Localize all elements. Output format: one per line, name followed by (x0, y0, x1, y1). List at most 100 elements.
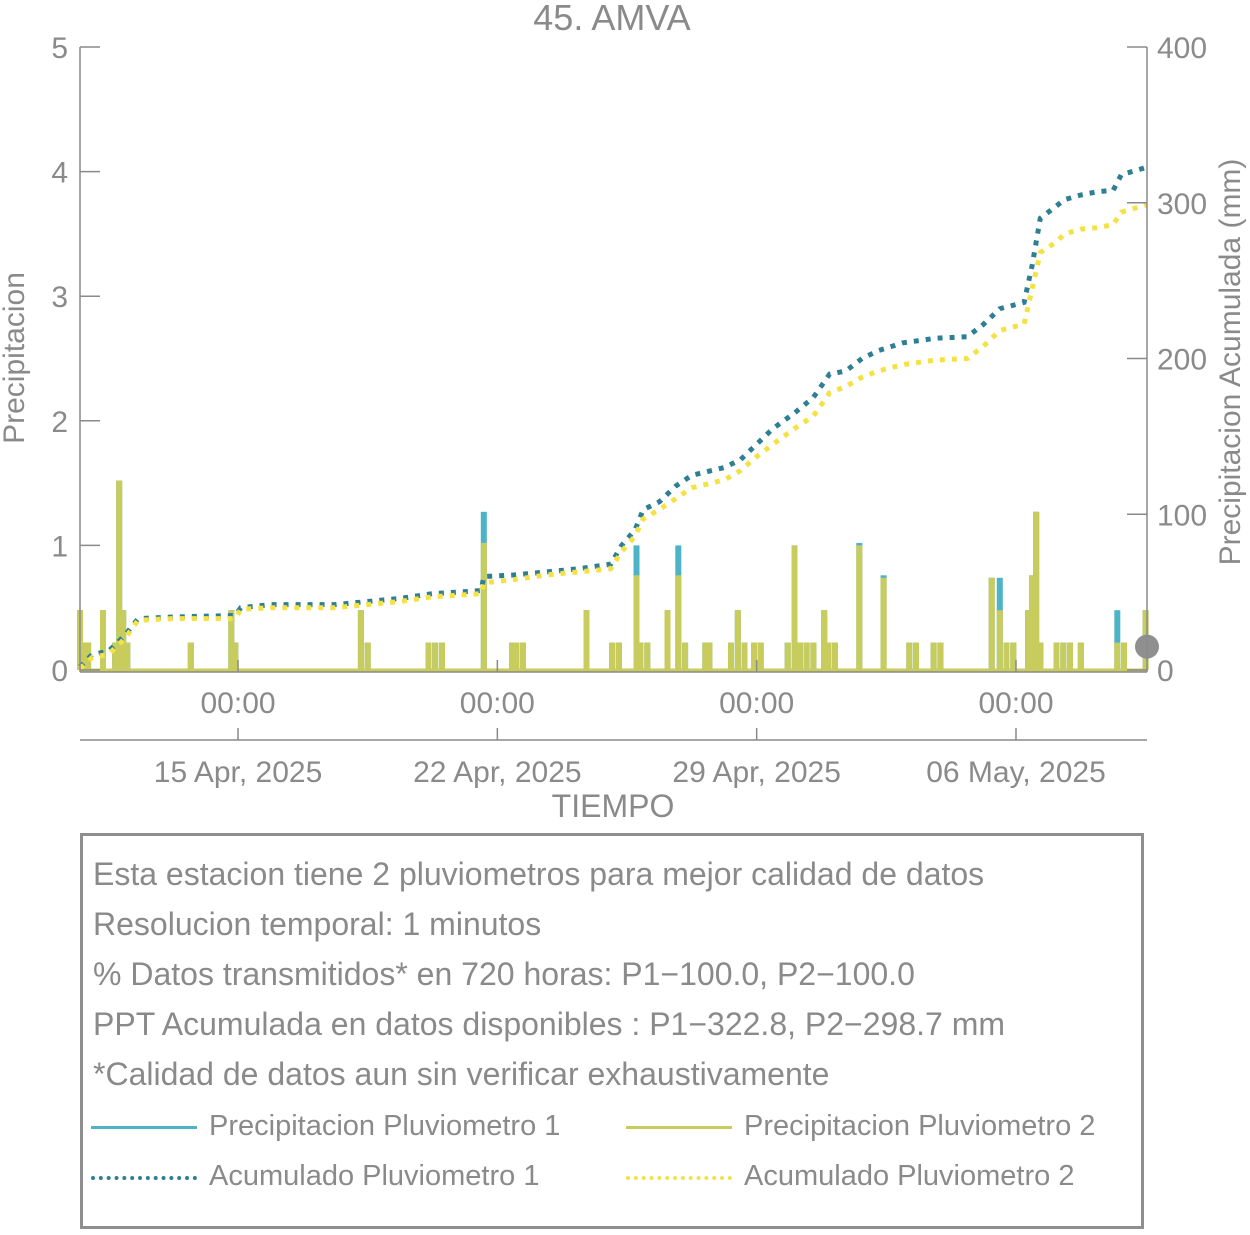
bar-p2-17 (509, 642, 516, 670)
bar-p2-62 (1114, 642, 1121, 670)
bar-p2-28 (682, 642, 689, 670)
bar-p2-60 (1067, 642, 1073, 670)
x-tick-date-0: 15 Apr, 2025 (154, 756, 323, 789)
y-tick-label-5: 5 (51, 32, 68, 65)
bar-p2-4 (112, 642, 119, 670)
bar-p2-49 (937, 642, 944, 670)
bar-p2-24 (637, 642, 644, 670)
y-tick-label-1: 1 (51, 530, 68, 563)
bar-p2-38 (796, 642, 803, 670)
bar-p2-56 (1033, 511, 1040, 670)
x-tick-date-1: 22 Apr, 2025 (413, 756, 582, 789)
bar-p2-7 (124, 642, 131, 670)
info-line-accumulated: PPT Acumulada en datos disponibles : P1−… (93, 1006, 1005, 1042)
bar-p2-36 (784, 642, 791, 670)
y-tick-label-3: 3 (51, 281, 68, 314)
legend-label-acc1: Acumulado Pluviometro 1 (209, 1160, 540, 1192)
bar-p1-62 (1114, 610, 1121, 670)
y2-tick-label-3: 300 (1157, 188, 1207, 221)
bar-p2-22 (615, 642, 622, 670)
bar-p2-55 (1029, 575, 1036, 670)
bar-p2-44 (856, 545, 863, 670)
x-tick-time-2: 00:00 (719, 687, 794, 720)
series-acc2-line (78, 202, 1148, 671)
x-tick-date-3: 06 May, 2025 (926, 756, 1106, 789)
series-p1-bars (77, 480, 1149, 670)
bar-p2-39 (803, 642, 810, 670)
bar-p2-63 (1121, 642, 1127, 670)
info-line-stations: Esta estacion tiene 2 pluviometros para … (93, 856, 985, 892)
info-line-transmitted: % Datos transmitidos* en 720 horas: P1−1… (93, 956, 915, 992)
bar-p2-10 (232, 642, 239, 670)
bar-p2-11 (357, 610, 364, 670)
bar-p2-54 (1025, 610, 1032, 670)
bar-p2-9 (228, 610, 235, 670)
bar-p2-61 (1077, 642, 1084, 670)
acc1-path (78, 164, 1148, 669)
bar-p2-47 (913, 642, 919, 670)
bar-p2-51 (996, 610, 1003, 670)
y2-tick-label-2: 200 (1157, 344, 1207, 377)
bar-p2-3 (100, 610, 106, 670)
bar-p2-40 (810, 642, 817, 670)
bar-p2-34 (751, 642, 757, 670)
bar-p2-12 (364, 642, 371, 670)
legend-swatch-p2 (626, 1126, 732, 1129)
x-tick-time-3: 00:00 (978, 687, 1053, 720)
bar-p2-25 (644, 642, 651, 670)
legend-swatch-acc1 (91, 1176, 197, 1180)
bar-p2-43 (832, 642, 838, 670)
bar-p2-53 (1010, 642, 1017, 670)
bar-p2-48 (930, 642, 937, 670)
legend-label-acc2: Acumulado Pluviometro 2 (744, 1160, 1075, 1192)
series-acc1-line (78, 164, 1148, 669)
bar-p2-20 (583, 610, 590, 670)
x-ticks: 00:00 15 Apr, 2025 00:00 22 Apr, 2025 00:00 2… (154, 660, 1106, 789)
legend-swatch-p1 (91, 1126, 197, 1129)
bar-p2-46 (906, 642, 913, 670)
bar-p2-18 (513, 642, 520, 670)
rainfall-chart: 45. AMVA 0 1 2 3 4 5 0 100 200 300 400 00:00 15 Ap… (0, 0, 1247, 824)
series-p2-bars (77, 480, 1149, 670)
bar-p2-21 (609, 642, 616, 670)
x-tick-date-2: 29 Apr, 2025 (672, 756, 841, 789)
bar-p2-52 (1003, 642, 1010, 670)
chart-title: 45. AMVA (533, 0, 690, 38)
y2-tick-label-4: 400 (1157, 32, 1207, 65)
bar-p2-23 (633, 575, 640, 670)
bar-p2-35 (757, 642, 764, 670)
plot-area (77, 164, 1159, 672)
bar-p2-59 (1060, 642, 1067, 670)
y-tick-label-4: 4 (51, 157, 68, 190)
legend-label-p2: Precipitacion Pluviometro 2 (744, 1110, 1096, 1142)
bar-p2-14 (432, 642, 439, 670)
bar-p2-31 (728, 642, 734, 670)
y-tick-label-2: 2 (51, 406, 68, 439)
bar-p2-27 (675, 575, 682, 670)
bar-p2-26 (664, 610, 671, 670)
bar-p2-19 (520, 642, 526, 670)
legend-swatch-acc2 (626, 1176, 732, 1180)
y-ticks-left: 0 1 2 3 4 5 (51, 32, 100, 688)
bar-p2-13 (425, 642, 432, 670)
bar-p2-16 (480, 542, 487, 670)
y-axis-label: Precipitacion (0, 272, 31, 444)
y2-tick-label-1: 100 (1157, 499, 1207, 532)
y-ticks-right: 0 100 200 300 400 (1127, 32, 1207, 688)
bar-p2-50 (988, 577, 995, 670)
bar-p2-15 (439, 642, 445, 670)
bar-p2-8 (187, 642, 194, 670)
info-box: Esta estacion tiene 2 pluviometros para … (80, 833, 1144, 1229)
bar-p2-30 (706, 642, 713, 670)
legend-label-p1: Precipitacion Pluviometro 1 (209, 1110, 561, 1142)
y-tick-label-0: 0 (51, 655, 68, 688)
bar-p2-5 (116, 480, 123, 670)
info-line-resolution: Resolucion temporal: 1 minutos (93, 906, 542, 942)
bar-p2-37 (791, 545, 798, 670)
bar-p2-41 (821, 610, 828, 670)
acc2-path (78, 202, 1148, 671)
x-tick-time-1: 00:00 (460, 687, 535, 720)
bar-p2-33 (741, 642, 748, 670)
bar-p2-29 (702, 642, 709, 670)
